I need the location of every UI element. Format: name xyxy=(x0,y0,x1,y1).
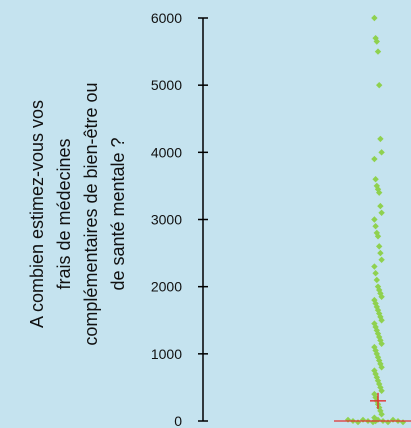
y-tick-label-5000: 5000 xyxy=(151,77,182,93)
y-axis-label-line-4: de santé mentale ? xyxy=(108,137,128,290)
data-point xyxy=(371,14,378,22)
data-point xyxy=(374,48,382,55)
data-point xyxy=(378,411,385,418)
data-point xyxy=(371,216,378,223)
data-point xyxy=(378,149,385,156)
data-point xyxy=(378,209,385,216)
data-point xyxy=(378,340,385,347)
data-point xyxy=(378,293,385,300)
data-point xyxy=(373,276,380,284)
summary-markers xyxy=(334,392,411,422)
data-point xyxy=(390,416,396,423)
y-axis-label: A combien estimez-vous vos frais de méde… xyxy=(27,82,128,345)
data-point xyxy=(374,233,382,240)
data-point xyxy=(355,419,361,426)
data-point xyxy=(378,387,385,394)
y-axis-label-line-2: frais de médecines xyxy=(54,138,74,289)
data-point xyxy=(376,189,383,196)
y-axis: 0 1000 2000 3000 4000 5000 6000 xyxy=(151,10,208,428)
data-point xyxy=(376,243,383,250)
data-point xyxy=(372,223,379,230)
y-tick-label-3000: 3000 xyxy=(151,212,182,228)
data-point xyxy=(345,416,351,423)
y-tick-label-0: 0 xyxy=(174,413,182,428)
data-points xyxy=(345,14,406,426)
y-tick-label-6000: 6000 xyxy=(151,10,182,26)
y-axis-label-line-3: complémentaires de bien-être ou xyxy=(81,82,101,345)
data-point xyxy=(360,416,366,423)
y-tick-label-1000: 1000 xyxy=(151,346,182,362)
data-point xyxy=(371,263,378,270)
data-point xyxy=(378,364,385,371)
data-point xyxy=(376,81,383,89)
data-point xyxy=(372,176,379,183)
data-point xyxy=(377,135,384,143)
data-point xyxy=(377,249,384,257)
y-tick-label-2000: 2000 xyxy=(151,279,182,295)
data-point xyxy=(385,419,391,426)
data-point xyxy=(373,38,380,45)
y-tick-label-4000: 4000 xyxy=(151,144,182,160)
data-point xyxy=(378,317,385,324)
data-point xyxy=(372,270,379,277)
data-point xyxy=(400,419,406,426)
data-point xyxy=(371,155,378,163)
data-point xyxy=(378,256,385,263)
y-axis-label-line-1: A combien estimez-vous vos xyxy=(27,100,47,328)
data-point xyxy=(377,202,384,210)
